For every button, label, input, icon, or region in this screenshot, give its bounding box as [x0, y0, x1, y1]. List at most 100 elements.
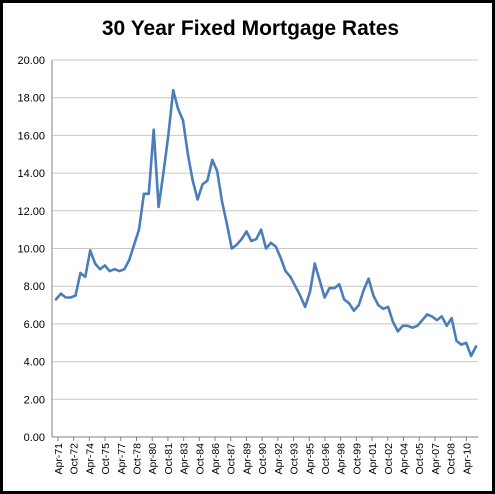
data-point [440, 315, 443, 318]
x-tick-label: Oct-72 [69, 443, 81, 475]
data-point [98, 268, 102, 271]
data-point [401, 324, 404, 327]
data-point [201, 183, 204, 186]
data-point [386, 305, 390, 309]
x-tick-label: Apr-77 [116, 443, 128, 475]
x-tick-label: Oct-81 [163, 443, 175, 475]
data-point [328, 286, 331, 290]
data-point [225, 222, 229, 226]
data-point [367, 277, 370, 280]
data-point [123, 268, 126, 271]
data-point [69, 296, 72, 299]
y-tick-label: 12.00 [17, 206, 45, 218]
data-point [245, 230, 248, 233]
data-point [474, 345, 478, 348]
y-tick-label: 0.00 [24, 432, 45, 444]
data-point [308, 290, 312, 294]
x-tick-label: Apr-92 [273, 443, 285, 475]
x-tick-label: Apr-95 [304, 443, 316, 475]
y-tick-label: 16.00 [17, 130, 45, 142]
x-tick-label: Apr-80 [147, 443, 159, 475]
data-point [93, 262, 97, 265]
x-tick-label: Apr-83 [179, 443, 191, 475]
data-point [318, 279, 321, 282]
data-point [411, 326, 414, 329]
y-tick-label: 10.00 [17, 244, 45, 256]
x-tick-label: Oct-78 [132, 443, 144, 475]
y-tick-label: 20.00 [17, 55, 45, 67]
data-point [264, 247, 268, 250]
data-point [421, 318, 424, 322]
y-axis-tick-labels: 0.00 2.00 4.00 6.00 8.00 10.00 12.00 14.00 16.00… [17, 55, 45, 444]
x-tick-label: Apr-74 [84, 443, 96, 475]
data-point [445, 324, 448, 327]
chart-title: 30 Year Fixed Mortgage Rates [101, 17, 400, 40]
data-point [235, 243, 238, 246]
data-point [396, 330, 400, 333]
data-point [338, 283, 341, 286]
data-point [382, 307, 385, 310]
data-point [54, 298, 58, 301]
data-point [132, 243, 136, 246]
line-chart: 0.00 2.00 4.00 6.00 8.00 10.00 12.00 14.00 16.00… [17, 55, 478, 475]
data-point [137, 228, 141, 231]
data-point [357, 303, 360, 307]
y-tick-label: 18.00 [17, 93, 45, 105]
x-tick-label: Apr-86 [210, 443, 222, 475]
data-point [259, 228, 263, 231]
data-point [167, 134, 170, 137]
data-point [64, 296, 67, 299]
x-tick-label: Oct-75 [100, 443, 112, 475]
data-point [181, 119, 185, 122]
x-tick-label: Oct-87 [226, 443, 238, 475]
data-point [294, 285, 297, 288]
data-point [435, 318, 439, 322]
series-layer [54, 88, 478, 358]
y-tick-label: 8.00 [24, 281, 45, 293]
data-point [342, 298, 346, 301]
data-point [347, 302, 351, 305]
data-point [108, 269, 111, 273]
data-point [333, 286, 336, 290]
data-point [206, 179, 209, 182]
data-point [450, 317, 453, 320]
data-point [377, 303, 380, 307]
data-point [118, 269, 121, 273]
data-point [455, 339, 458, 343]
x-tick-label: Oct-05 [414, 443, 426, 475]
x-tick-label: Oct-93 [289, 443, 301, 475]
x-tick-label: Apr-10 [461, 443, 473, 475]
data-point [284, 269, 287, 273]
data-point [152, 128, 155, 131]
data-point [352, 309, 356, 312]
data-point [391, 320, 395, 324]
x-tick-label: Apr-71 [53, 443, 65, 475]
data-point [162, 171, 165, 175]
x-tick-label: Oct-90 [257, 443, 269, 475]
x-axis-tick-labels: Apr-71 Oct-72 Apr-74 Oct-75 Apr-77 Oct-78 Apr-… [53, 443, 473, 475]
data-point [103, 264, 107, 267]
data-point [313, 262, 316, 265]
x-tick-label: Apr-98 [336, 443, 348, 475]
data-point [255, 237, 258, 241]
data-point [426, 313, 429, 316]
data-point [372, 294, 375, 297]
data-point [79, 271, 82, 275]
data-point [216, 170, 219, 173]
data-point [289, 275, 292, 278]
data-point [416, 324, 419, 327]
data-point [74, 294, 77, 297]
data-point [430, 315, 434, 318]
y-tick-label: 4.00 [24, 357, 45, 369]
data-point [230, 247, 233, 250]
data-point [172, 89, 175, 92]
data-point [211, 158, 214, 162]
y-tick-label: 2.00 [24, 394, 45, 406]
x-tick-label: Oct-96 [320, 443, 332, 475]
data-point [186, 153, 190, 156]
data-point [240, 237, 243, 241]
mortgage-rate-series-line [54, 88, 478, 358]
x-tick-label: Apr-04 [398, 443, 410, 475]
x-tick-label: Oct-08 [446, 443, 458, 475]
